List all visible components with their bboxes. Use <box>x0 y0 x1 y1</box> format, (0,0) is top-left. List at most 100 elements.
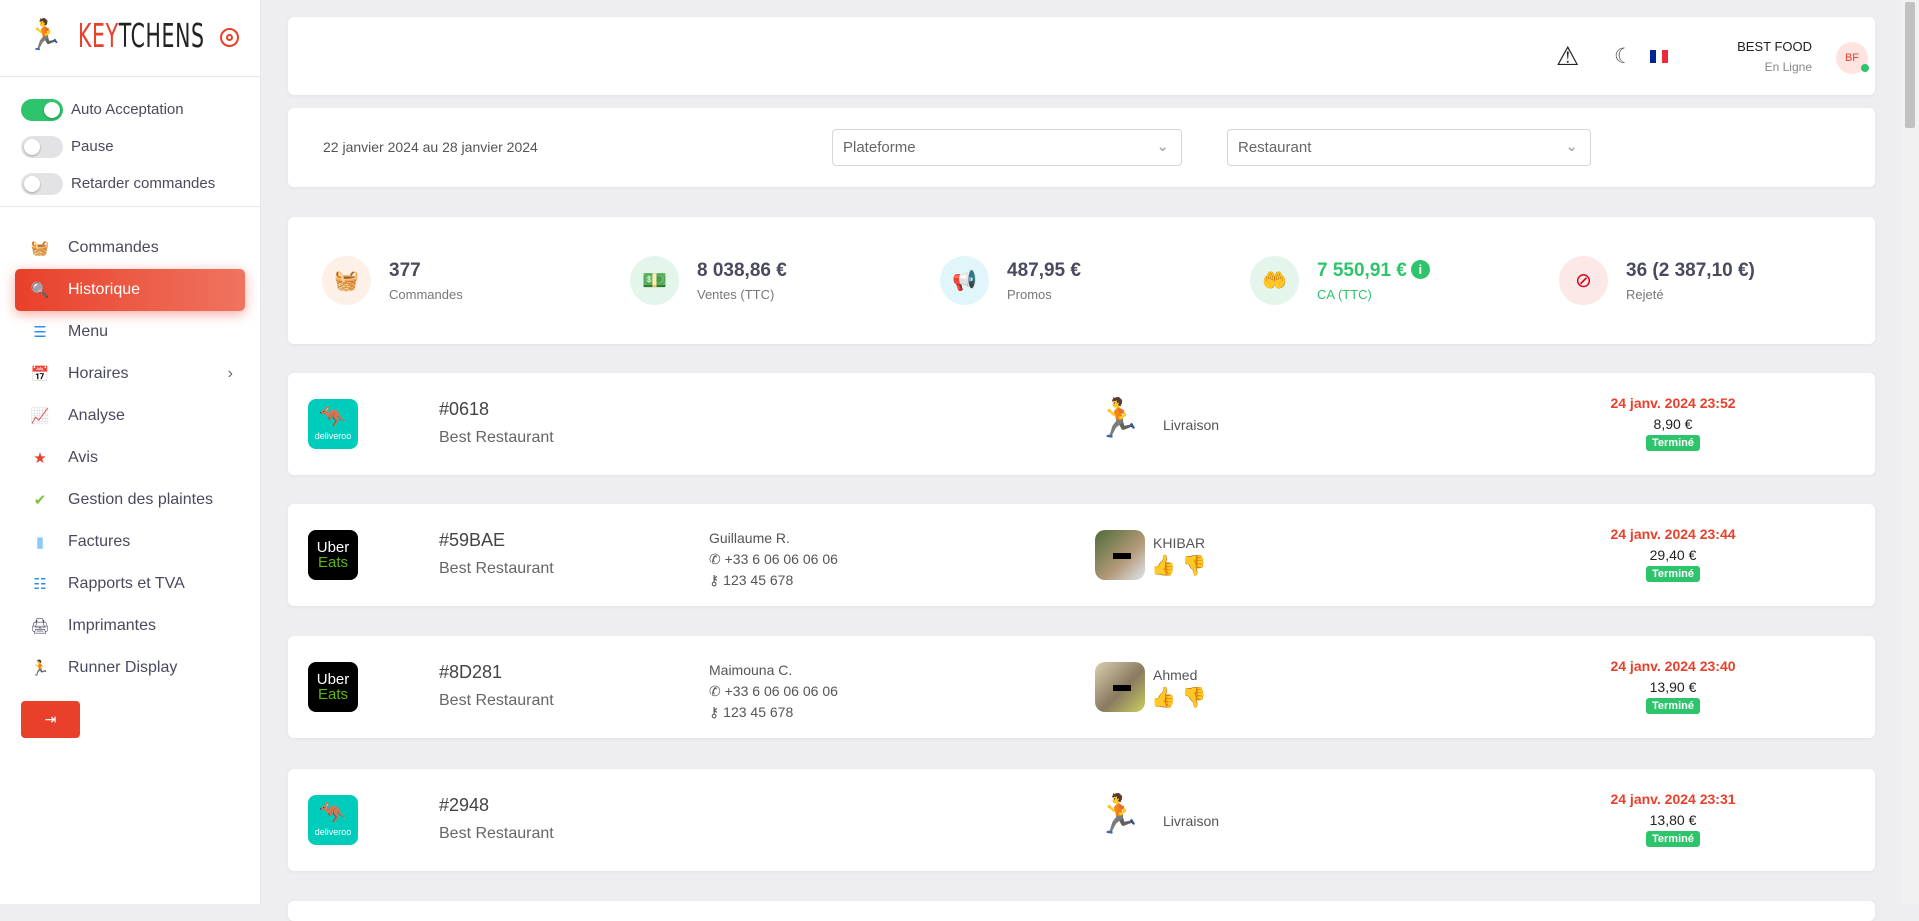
deliveroo-logo: 🦘 deliveroo <box>308 399 358 449</box>
status-badge: Terminé <box>1646 566 1700 582</box>
order-row[interactable]: 🦘 deliveroo #0618 Best Restaurant 🏃 Livra… <box>288 373 1875 475</box>
sidebar: 🏃 KEYTCHENS Auto Acceptation Pause Retar… <box>0 0 261 904</box>
online-dot <box>1861 64 1869 72</box>
order-date: 24 janv. 2024 23:44 <box>1610 526 1736 542</box>
customer-phone: +33 6 06 06 06 06 <box>724 683 838 699</box>
warning-icon[interactable]: ⚠ <box>1556 41 1580 71</box>
switch[interactable] <box>21 98 63 121</box>
nav-menu[interactable]: ☰ Menu <box>15 311 245 353</box>
order-row[interactable]: 🦘 deliveroo #2948 Best Restaurant 🏃 Livra… <box>288 769 1875 871</box>
avatar[interactable]: BF <box>1836 42 1869 74</box>
restaurant-select[interactable]: Restaurant ⌄ <box>1227 129 1591 166</box>
nav-label: Runner Display <box>68 659 178 676</box>
chevron-down-icon: ⌄ <box>1565 138 1578 155</box>
user-info[interactable]: BEST FOOD En Ligne <box>1737 39 1812 74</box>
thumbs-up-icon[interactable]: 👍 <box>1151 555 1182 577</box>
customer-name: Guillaume R. <box>709 530 790 546</box>
stat-commandes: 🧺 377 Commandes <box>322 256 463 305</box>
phone-icon: ✆ <box>709 551 725 567</box>
customer-info: Maimouna C. ✆ +33 6 06 06 06 06 ⚷ 123 45 6… <box>709 660 838 723</box>
order-price: 13,80 € <box>1649 812 1697 828</box>
thumbs-down-icon[interactable]: 👎 <box>1181 687 1213 709</box>
report-icon: ☷ <box>33 576 47 593</box>
delivery-mode: Livraison <box>1163 813 1220 829</box>
nav-label: Menu <box>68 323 109 340</box>
forbidden-icon: ⊘ <box>1559 256 1608 305</box>
order-row[interactable]: Uber Eats #59BAE Best Restaurant Guillaum… <box>288 504 1875 606</box>
date-range[interactable]: 22 janvier 2024 au 28 janvier 2024 <box>323 139 538 155</box>
customer-phone: +33 6 06 06 06 06 <box>724 551 838 567</box>
thumbs-down-icon[interactable]: 👎 <box>1181 555 1213 577</box>
nav-factures[interactable]: ▮ Factures <box>15 521 245 563</box>
status-badge: Terminé <box>1646 698 1700 714</box>
delivery-runner-icon: 🏃 <box>1095 794 1143 836</box>
user-status: En Ligne <box>1764 60 1812 74</box>
nav-historique[interactable]: 🔍 Historique <box>15 269 245 311</box>
logout-button[interactable]: ⇥ <box>21 701 80 738</box>
check-badge-icon: ✔ <box>33 492 47 509</box>
platform-select[interactable]: Plateforme ⌄ <box>832 129 1182 166</box>
order-id: #8D281 <box>439 662 503 682</box>
logout-icon: ⇥ <box>44 711 57 727</box>
courier-name: KHIBAR <box>1153 535 1206 551</box>
order-row[interactable]: Uber Eats #8D281 Best Restaurant Maimouna… <box>288 636 1875 738</box>
ubereats-logo: Uber Eats <box>308 530 358 580</box>
basket-icon: 🧺 <box>322 256 371 305</box>
moon-icon[interactable]: ☾ <box>1614 45 1633 68</box>
customer-name: Maimouna C. <box>709 662 793 678</box>
scrollbar[interactable] <box>1901 0 1919 904</box>
nav-label: Avis <box>68 449 98 466</box>
switch[interactable] <box>21 172 63 195</box>
nav-label: Historique <box>68 281 141 298</box>
restaurant-name: Best Restaurant <box>439 825 554 842</box>
courier-photo <box>1095 662 1145 712</box>
logo[interactable]: 🏃 KEYTCHENS <box>0 0 260 77</box>
order-row-partial[interactable] <box>288 901 1875 921</box>
order-price: 8,90 € <box>1653 416 1693 432</box>
nav-runner-display[interactable]: 🏃 Runner Display <box>15 647 245 689</box>
target-icon[interactable] <box>220 28 239 47</box>
nav-avis[interactable]: ★ Avis <box>15 437 245 479</box>
document-icon: ▮ <box>35 534 45 551</box>
schedule-icon: 📅 <box>30 366 50 383</box>
key-icon: ⚷ <box>709 704 724 720</box>
stats-panel: 🧺 377 Commandes 💵 8 038,86 € Ventes (TTC) 📢 4… <box>288 217 1875 344</box>
thumbs-up-icon[interactable]: 👍 <box>1151 687 1182 709</box>
order-id: #0618 <box>439 399 490 419</box>
coin-hand-icon: 🤲 <box>1250 256 1299 305</box>
nav-horaires[interactable]: 📅 Horaires › <box>15 353 245 395</box>
runner-icon: 🏃 <box>30 660 50 677</box>
toggle-auto-acceptation[interactable]: Auto Acceptation <box>21 91 260 128</box>
scrollbar-thumb[interactable] <box>1905 2 1915 128</box>
toggle-pause[interactable]: Pause <box>21 128 260 165</box>
order-id: #2948 <box>439 795 490 815</box>
filters-bar: 22 janvier 2024 au 28 janvier 2024 Plate… <box>288 108 1875 187</box>
flag-fr-icon[interactable] <box>1650 50 1668 63</box>
toggle-label: Retarder commandes <box>71 175 216 192</box>
customer-info: Guillaume R. ✆ +33 6 06 06 06 06 ⚷ 123 45 … <box>709 528 838 591</box>
nav-label: Imprimantes <box>68 617 157 634</box>
toggle-retarder-commandes[interactable]: Retarder commandes <box>21 165 260 202</box>
switch[interactable] <box>21 135 63 158</box>
avatar-initials: BF <box>1844 52 1860 64</box>
nav-analyse[interactable]: 📈 Analyse <box>15 395 245 437</box>
stat-value: 377 <box>389 259 421 281</box>
ubereats-logo: Uber Eats <box>308 662 358 712</box>
restaurant-name: Best Restaurant <box>439 429 554 446</box>
magnifier-icon: 🔍 <box>30 282 50 299</box>
stat-value: 8 038,86 € <box>697 259 787 281</box>
toggle-label: Auto Acceptation <box>71 101 184 118</box>
nav-gestion-plaintes[interactable]: ✔ Gestion des plaintes <box>15 479 245 521</box>
nav-imprimantes[interactable]: 🖨 Imprimantes <box>15 605 245 647</box>
stat-value: 7 550,91 € <box>1317 259 1407 281</box>
select-placeholder: Restaurant <box>1238 139 1312 156</box>
phone-icon: ✆ <box>709 683 725 699</box>
info-icon[interactable]: i <box>1410 259 1430 279</box>
nav-commandes[interactable]: 🧺 Commandes <box>15 227 245 269</box>
stat-label: Commandes <box>389 286 463 302</box>
nav-rapports-tva[interactable]: ☷ Rapports et TVA <box>15 563 245 605</box>
key-icon: ⚷ <box>709 572 724 588</box>
stat-rejete: ⊘ 36 (2 387,10 €) Rejeté <box>1559 256 1755 305</box>
select-placeholder: Plateforme <box>843 139 916 156</box>
order-price: 29,40 € <box>1649 547 1697 563</box>
